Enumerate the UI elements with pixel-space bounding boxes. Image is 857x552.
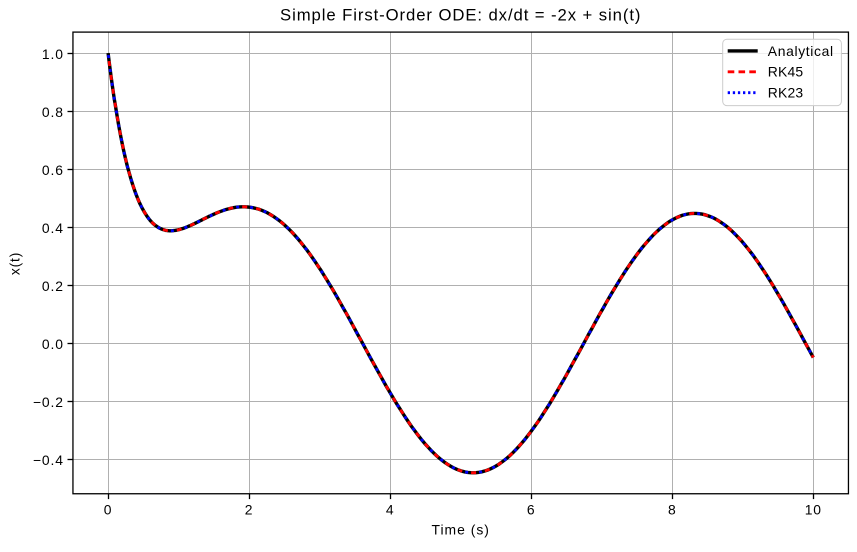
svg-text:0.2: 0.2	[42, 278, 64, 294]
svg-text:−0.2: −0.2	[33, 394, 64, 410]
svg-text:2: 2	[245, 502, 254, 518]
svg-text:RK45: RK45	[768, 64, 804, 80]
svg-text:0.6: 0.6	[42, 162, 64, 178]
svg-text:Analytical: Analytical	[768, 43, 834, 59]
svg-text:8: 8	[668, 502, 677, 518]
svg-text:4: 4	[386, 502, 395, 518]
svg-text:Simple First-Order ODE: dx/dt: Simple First-Order ODE: dx/dt = -2x + si…	[280, 6, 641, 25]
svg-text:0.8: 0.8	[42, 104, 64, 120]
svg-text:−0.4: −0.4	[33, 452, 64, 468]
svg-text:RK23: RK23	[768, 85, 804, 101]
svg-text:10: 10	[805, 502, 822, 518]
svg-text:0.4: 0.4	[42, 220, 64, 236]
svg-text:1.0: 1.0	[42, 46, 64, 62]
svg-text:6: 6	[527, 502, 536, 518]
svg-text:x(t): x(t)	[7, 252, 23, 275]
svg-text:Time (s): Time (s)	[431, 522, 489, 538]
svg-text:0.0: 0.0	[42, 336, 64, 352]
svg-text:0: 0	[104, 502, 113, 518]
